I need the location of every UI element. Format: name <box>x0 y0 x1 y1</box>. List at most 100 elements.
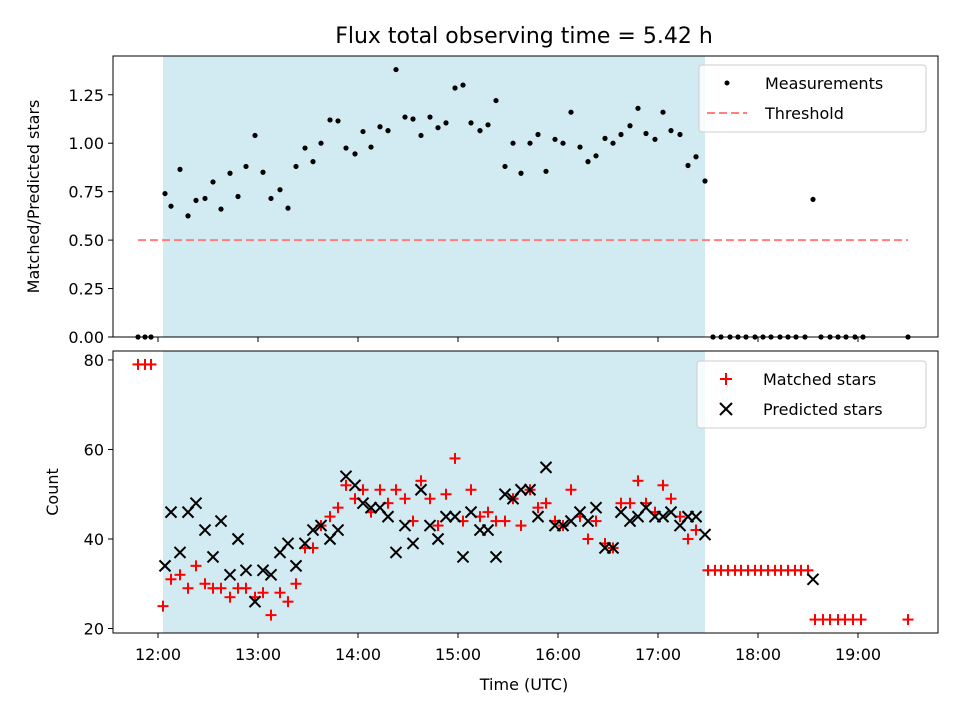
count-x-tick-label: 12:00 <box>135 645 181 664</box>
predicted-star-point <box>158 559 172 573</box>
predicted-star-point <box>539 461 553 474</box>
count-x-tick-label: 13:00 <box>235 645 281 664</box>
measurement-point <box>177 166 183 172</box>
measurement-point <box>377 124 383 130</box>
measurement-point <box>577 144 583 150</box>
ratio-y-tick-label: 1.00 <box>68 134 104 153</box>
matched-star-point <box>565 484 577 496</box>
count-x-tick-label: 16:00 <box>535 645 581 664</box>
matched-star-point <box>324 511 336 523</box>
predicted-star-point <box>248 595 262 608</box>
measurement-point <box>293 163 299 170</box>
ratio-y-tick-label: 0.75 <box>68 183 104 202</box>
predicted-star-point <box>431 532 445 546</box>
count-x-tick-label: 15:00 <box>435 645 481 664</box>
count-x-axis-label: Time (UTC) <box>479 675 568 694</box>
matched-star-point <box>590 515 602 527</box>
count-y-axis-label: Count <box>43 468 62 516</box>
matched-star-point <box>682 533 694 545</box>
matched-star-point <box>624 497 636 509</box>
legend-measurements-marker <box>724 80 730 86</box>
predicted-star-point <box>581 514 595 528</box>
predicted-star-point <box>398 519 412 532</box>
measurement-point <box>443 120 449 126</box>
ratio-legend: Measurements Threshold <box>698 64 927 133</box>
measurement-point <box>435 125 441 131</box>
observing-span <box>163 56 705 337</box>
measurement-point <box>427 114 433 120</box>
predicted-star-point <box>689 510 703 523</box>
legend-matched-label: Matched stars <box>763 370 876 389</box>
measurement-point <box>310 159 316 165</box>
matched-star-point <box>332 502 344 514</box>
predicted-star-point <box>264 568 278 582</box>
predicted-star-point <box>239 564 253 577</box>
matched-star-point <box>665 493 677 505</box>
count-y-tick-label: 80 <box>84 351 104 370</box>
measurement-point <box>635 105 641 111</box>
ratio-panel: 0.00 0.25 0.50 0.75 1.00 1.25 Matched/Predict… <box>24 55 939 347</box>
measurement-point <box>810 196 816 203</box>
matched-star-point <box>515 520 527 532</box>
ratio-y-tick-label: 0.00 <box>68 328 104 347</box>
matched-star-point <box>499 515 511 527</box>
measurement-point <box>252 132 258 139</box>
matched-star-point <box>145 358 157 370</box>
measurement-point <box>368 144 374 150</box>
predicted-star-point <box>314 519 328 532</box>
measurement-point <box>593 153 599 159</box>
measurement-point <box>502 163 508 170</box>
predicted-star-point <box>173 546 187 559</box>
observing-span <box>163 351 705 633</box>
measurement-point <box>485 122 491 128</box>
predicted-star-point <box>364 501 378 514</box>
matched-star-point <box>340 479 352 491</box>
count-x-tick-label: 14:00 <box>335 645 381 664</box>
matched-star-point <box>657 479 669 491</box>
predicted-star-point <box>214 514 228 528</box>
measurement-point <box>643 130 649 137</box>
matched-star-point <box>265 609 277 621</box>
measurement-point <box>385 128 391 134</box>
measurement-point <box>410 116 416 122</box>
measurement-point <box>218 206 224 212</box>
measurement-point <box>452 85 458 91</box>
predicted-star-point <box>489 550 503 564</box>
measurement-point <box>510 140 516 146</box>
count-x-tick-label: 17:00 <box>635 645 681 664</box>
measurement-point <box>602 135 608 141</box>
predicted-star-point <box>698 528 712 541</box>
measurement-point <box>685 162 691 169</box>
legend-predicted-label: Predicted stars <box>763 400 883 419</box>
matched-star-point <box>274 587 286 599</box>
legend-matched-marker <box>720 373 732 385</box>
predicted-star-point <box>206 550 220 564</box>
measurement-point <box>560 140 566 146</box>
measurement-point <box>693 154 699 160</box>
ratio-y-tick-label: 0.50 <box>68 231 104 250</box>
matched-star-point <box>157 600 169 612</box>
measurement-point <box>227 170 233 176</box>
count-y-tick-label: 60 <box>84 440 104 459</box>
measurement-point <box>302 145 308 151</box>
matched-star-point <box>540 497 552 509</box>
predicted-star-point <box>623 514 637 528</box>
predicted-star-point <box>806 573 820 586</box>
measurement-point <box>552 136 558 142</box>
predicted-star-point <box>223 568 237 582</box>
measurement-point <box>677 131 683 138</box>
measurement-point <box>235 193 241 200</box>
predicted-star-point <box>531 510 545 523</box>
ratio-y-tick-label: 1.25 <box>68 86 104 105</box>
predicted-star-point <box>606 541 620 555</box>
measurement-point <box>660 109 666 115</box>
predicted-star-point <box>164 505 178 519</box>
matched-star-point <box>190 560 202 572</box>
ratio-y-tick-label: 0.25 <box>68 280 104 299</box>
predicted-star-point <box>231 532 245 546</box>
matched-star-point <box>632 475 644 487</box>
predicted-star-point <box>189 496 203 510</box>
measurement-point <box>168 203 174 209</box>
predicted-star-point <box>281 537 295 550</box>
